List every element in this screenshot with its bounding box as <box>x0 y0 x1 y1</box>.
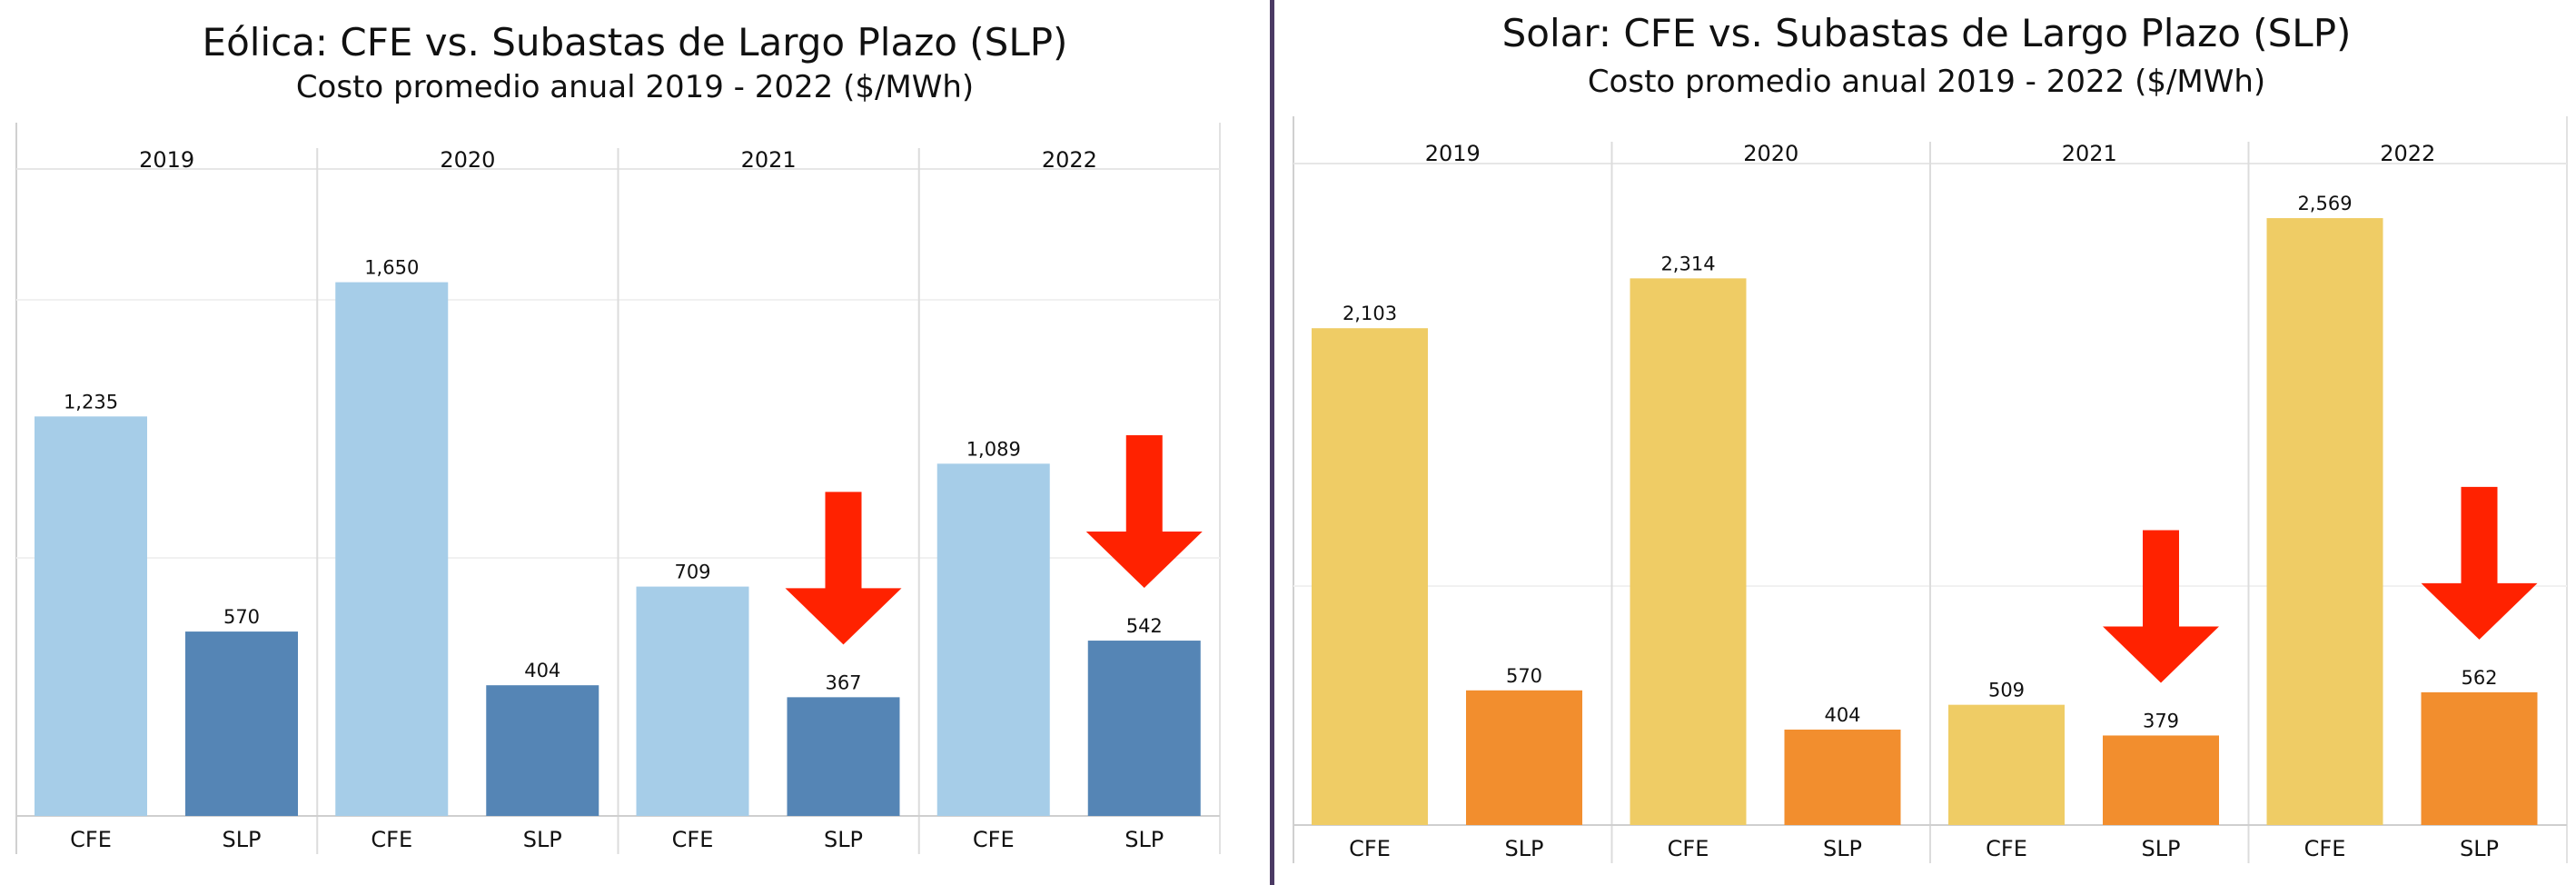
bar-cfe-2022 <box>936 463 1050 816</box>
category-label-slp-2020: SLP <box>523 827 562 852</box>
data-label-slp-2022: 562 <box>2461 667 2497 689</box>
bar-slp-2021 <box>2103 735 2219 825</box>
year-header-2020: 2020 <box>1743 141 1798 166</box>
bar-cfe-2020 <box>335 282 449 817</box>
data-label-slp-2020: 404 <box>1824 704 1860 726</box>
year-header-2022: 2022 <box>1042 147 1097 173</box>
category-label-cfe-2020: CFE <box>371 827 412 852</box>
data-label-cfe-2020: 1,650 <box>364 257 419 279</box>
category-label-slp-2022: SLP <box>1125 827 1164 852</box>
solar-chart-panel: Solar: CFE vs. Subastas de Largo Plazo (… <box>1277 0 2576 885</box>
category-label-cfe-2021: CFE <box>672 827 714 852</box>
red-arrow-annotation-2022 <box>2421 486 2538 640</box>
panel-divider <box>1270 0 1274 885</box>
bar-slp-2022 <box>2421 691 2538 825</box>
red-arrow-annotation-2021 <box>785 492 902 645</box>
year-header-2021: 2021 <box>2062 141 2117 166</box>
bar-cfe-2019 <box>35 416 147 816</box>
category-label-cfe-2022: CFE <box>973 827 1015 852</box>
data-label-slp-2019: 570 <box>223 606 260 628</box>
bar-cfe-2021 <box>636 586 749 816</box>
category-label-slp-2021: SLP <box>2141 836 2180 861</box>
category-label-cfe-2021: CFE <box>1986 836 2027 861</box>
bar-slp-2020 <box>1784 729 1901 825</box>
data-label-slp-2021: 379 <box>2143 710 2179 731</box>
data-label-cfe-2022: 2,569 <box>2297 193 2352 214</box>
data-label-slp-2019: 570 <box>1506 665 1542 687</box>
red-arrow-annotation-2021 <box>2103 530 2219 683</box>
bar-cfe-2020 <box>1630 278 1747 825</box>
bar-slp-2019 <box>185 631 298 816</box>
data-label-cfe-2021: 509 <box>1988 680 2025 701</box>
bar-cfe-2019 <box>1312 328 1428 826</box>
category-label-cfe-2022: CFE <box>2304 836 2346 861</box>
category-label-slp-2020: SLP <box>1823 836 1862 861</box>
year-header-2022: 2022 <box>2380 141 2435 166</box>
category-label-slp-2022: SLP <box>2460 836 2499 861</box>
year-header-2020: 2020 <box>440 147 495 173</box>
bar-slp-2022 <box>1087 641 1201 816</box>
category-label-cfe-2019: CFE <box>1349 836 1391 861</box>
eolica-bar-chart: 2019 1,235 CFE 570 SLP 2020 1,650 CFE 404 SLP 2021… <box>15 123 1221 854</box>
bar-cfe-2021 <box>1948 704 2065 825</box>
chart-title: Eólica: CFE vs. Subastas de Largo Plazo … <box>202 20 1068 65</box>
category-label-slp-2019: SLP <box>222 827 261 852</box>
year-header-2021: 2021 <box>741 147 797 173</box>
bar-slp-2021 <box>787 697 900 816</box>
chart-subtitle: Costo promedio anual 2019 - 2022 ($/MWh) <box>295 69 975 105</box>
data-label-slp-2020: 404 <box>524 660 560 681</box>
data-label-cfe-2022: 1,089 <box>966 438 1021 460</box>
bar-slp-2019 <box>1466 690 1582 825</box>
category-label-cfe-2020: CFE <box>1668 836 1709 861</box>
data-label-slp-2022: 542 <box>1126 615 1163 637</box>
solar-bar-chart: 2019 2,103 CFE 570 SLP 2020 2,314 CFE 404 SLP 2021… <box>1293 116 2568 863</box>
data-label-cfe-2019: 1,235 <box>64 391 118 413</box>
data-label-cfe-2021: 709 <box>674 562 710 583</box>
data-label-cfe-2019: 2,103 <box>1342 303 1397 324</box>
red-arrow-annotation-2022 <box>1085 435 1203 589</box>
year-header-2019: 2019 <box>1425 141 1481 166</box>
chart-title: Solar: CFE vs. Subastas de Largo Plazo (… <box>1501 11 2352 55</box>
category-label-cfe-2019: CFE <box>70 827 112 852</box>
year-header-2019: 2019 <box>139 147 194 173</box>
category-label-slp-2019: SLP <box>1504 836 1543 861</box>
chart-subtitle: Costo promedio anual 2019 - 2022 ($/MWh) <box>1587 64 2266 100</box>
data-label-slp-2021: 367 <box>825 671 861 693</box>
data-label-cfe-2020: 2,314 <box>1660 253 1715 274</box>
category-label-slp-2021: SLP <box>824 827 863 852</box>
eolica-chart-panel: Eólica: CFE vs. Subastas de Largo Plazo … <box>0 0 1270 885</box>
bar-slp-2020 <box>486 685 599 816</box>
bar-cfe-2022 <box>2266 218 2383 825</box>
